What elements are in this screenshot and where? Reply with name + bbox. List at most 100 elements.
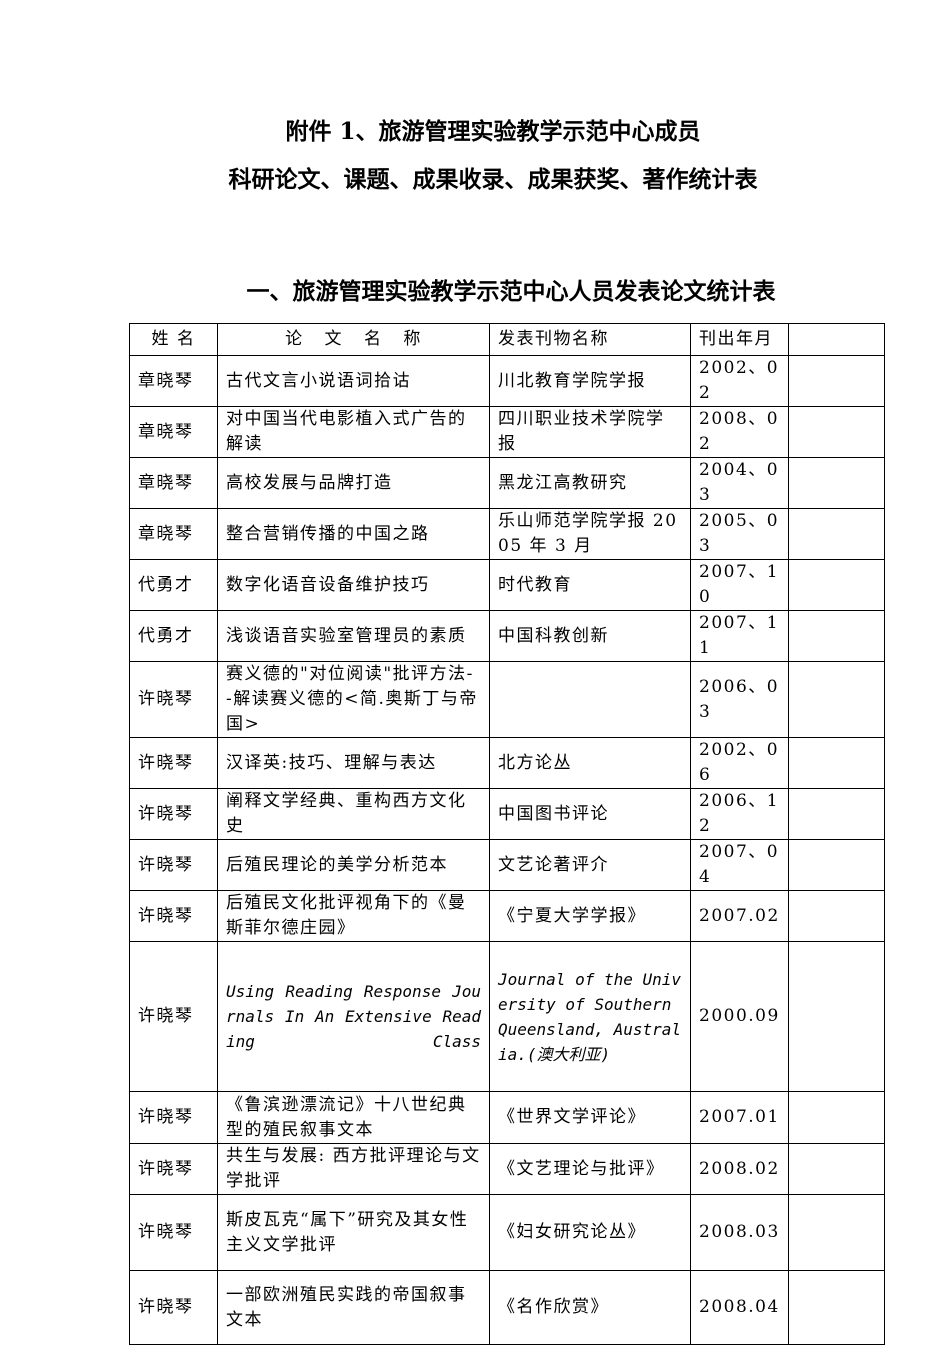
table-row: 许晓琴 后殖民理论的美学分析范本 文艺论著评介 2007、04 [129,839,885,891]
cell-date: 2004、03 [690,457,789,509]
cell-paper: 汉译英:技巧、理解与表达 [217,737,490,789]
doc-title-line2: 科研论文、课题、成果收录、成果获奖、著作统计表 [228,166,758,193]
table-row: 代勇才 数字化语音设备维护技巧 时代教育 2007、10 [129,559,885,611]
header-name: 姓 名 [129,323,218,356]
doc-title-line1: 附件 1、旅游管理实验教学示范中心成员 [285,118,701,145]
cell-journal: 文艺论著评介 [489,839,691,891]
cell-name: 许晓琴 [129,1143,218,1195]
cell-paper: 共生与发展: 西方批评理论与文学批评 [217,1143,490,1195]
cell-name: 许晓琴 [129,1091,218,1144]
cell-date: 2006、03 [690,661,789,738]
cell-paper: 斯皮瓦克“属下”研究及其女性主义文学批评 [217,1194,490,1271]
cell-paper: 《鲁滨逊漂流记》十八世纪典型的殖民叙事文本 [217,1091,490,1144]
cell-extra [788,355,885,407]
cell-date: 2007、04 [690,839,789,891]
cell-journal: 川北教育学院学报 [489,355,691,407]
cell-extra [788,457,885,509]
cell-date: 2008.02 [690,1143,789,1195]
table-row: 章晓琴 对中国当代电影植入式广告的解读 四川职业技术学院学报 2008、02 [129,406,885,458]
cell-journal: Journal of the University of Southern Qu… [489,941,691,1092]
table-row: 许晓琴 共生与发展: 西方批评理论与文学批评 《文艺理论与批评》 2008.02 [129,1143,885,1195]
cell-extra [788,1194,885,1271]
cell-name: 许晓琴 [129,661,218,738]
cell-extra [788,839,885,891]
cell-date: 2008、02 [690,406,789,458]
cell-extra [788,788,885,840]
cell-date: 2007、10 [690,559,789,611]
table-row: 许晓琴 斯皮瓦克“属下”研究及其女性主义文学批评 《妇女研究论丛》 2008.03 [129,1194,885,1271]
cell-journal: 黑龙江高教研究 [489,457,691,509]
cell-paper: 阐释文学经典、重构西方文化史 [217,788,490,840]
cell-date: 2008.03 [690,1194,789,1271]
cell-name: 代勇才 [129,610,218,662]
cell-journal: 中国图书评论 [489,788,691,840]
table-row: 许晓琴 汉译英:技巧、理解与表达 北方论丛 2002、06 [129,737,885,789]
cell-name: 代勇才 [129,559,218,611]
table-row: 许晓琴 Using Reading Response Journals In An… [129,941,885,1092]
cell-name: 许晓琴 [129,1270,218,1345]
table-row: 代勇才 浅谈语音实验室管理员的素质 中国科教创新 2007、11 [129,610,885,662]
table-row: 许晓琴 后殖民文化批评视角下的《曼斯菲尔德庄园》 《宁夏大学学报》 2007.02 [129,890,885,942]
cell-journal: 《名作欣赏》 [489,1270,691,1345]
cell-extra [788,1270,885,1345]
cell-paper: 浅谈语音实验室管理员的素质 [217,610,490,662]
cell-journal: 《世界文学评论》 [489,1091,691,1144]
table-row: 章晓琴 整合营销传播的中国之路 乐山师范学院学报 2005 年 3 月 2005、03 [129,508,885,560]
cell-paper: 高校发展与品牌打造 [217,457,490,509]
table-row: 许晓琴 阐释文学经典、重构西方文化史 中国图书评论 2006、12 [129,788,885,840]
table-row: 许晓琴 赛义德的"对位阅读"批评方法--解读赛义德的<简.奥斯丁与帝国> 2006、… [129,661,885,738]
cell-journal: 时代教育 [489,559,691,611]
header-paper: 论 文 名 称 [217,323,490,356]
cell-extra [788,1091,885,1144]
cell-date: 2008.04 [690,1270,789,1345]
cell-name: 许晓琴 [129,1194,218,1271]
cell-extra [788,941,885,1092]
cell-paper: 古代文言小说语词拾诂 [217,355,490,407]
cell-name: 许晓琴 [129,737,218,789]
cell-paper: 赛义德的"对位阅读"批评方法--解读赛义德的<简.奥斯丁与帝国> [217,661,490,738]
cell-extra [788,559,885,611]
cell-paper: 数字化语音设备维护技巧 [217,559,490,611]
cell-paper: 对中国当代电影植入式广告的解读 [217,406,490,458]
cell-date: 2006、12 [690,788,789,840]
cell-extra [788,661,885,738]
table-row: 许晓琴 《鲁滨逊漂流记》十八世纪典型的殖民叙事文本 《世界文学评论》 2007.01 [129,1091,885,1144]
cell-journal [489,661,691,738]
cell-name: 章晓琴 [129,457,218,509]
cell-date: 2007.01 [690,1091,789,1144]
cell-name: 许晓琴 [129,941,218,1092]
cell-extra [788,406,885,458]
table-row: 章晓琴 古代文言小说语词拾诂 川北教育学院学报 2002、02 [129,355,885,407]
cell-journal: 乐山师范学院学报 2005 年 3 月 [489,508,691,560]
cell-journal: 四川职业技术学院学报 [489,406,691,458]
cell-date: 2002、02 [690,355,789,407]
cell-name: 许晓琴 [129,890,218,942]
cell-name: 许晓琴 [129,788,218,840]
cell-extra [788,890,885,942]
cell-paper: 后殖民理论的美学分析范本 [217,839,490,891]
cell-date: 2007、11 [690,610,789,662]
papers-table: 姓 名 论 文 名 称 发表刊物名称 刊出年月 章晓琴 古代文言小说语词拾诂 川北教… [129,323,885,1345]
cell-name: 章晓琴 [129,355,218,407]
cell-paper: 一部欧洲殖民实践的帝国叙事文本 [217,1270,490,1345]
cell-date: 2007.02 [690,890,789,942]
table-row: 章晓琴 高校发展与品牌打造 黑龙江高教研究 2004、03 [129,457,885,509]
cell-name: 许晓琴 [129,839,218,891]
header-extra [788,323,885,356]
cell-journal: 中国科教创新 [489,610,691,662]
header-date: 刊出年月 [690,323,789,356]
cell-date: 2005、03 [690,508,789,560]
cell-journal: 北方论丛 [489,737,691,789]
cell-name: 章晓琴 [129,406,218,458]
cell-paper: 整合营销传播的中国之路 [217,508,490,560]
cell-journal: 《宁夏大学学报》 [489,890,691,942]
cell-extra [788,508,885,560]
cell-date: 2002、06 [690,737,789,789]
cell-name: 章晓琴 [129,508,218,560]
cell-date: 2000.09 [690,941,789,1092]
table-row: 许晓琴 一部欧洲殖民实践的帝国叙事文本 《名作欣赏》 2008.04 [129,1270,885,1345]
table-header-row: 姓 名 论 文 名 称 发表刊物名称 刊出年月 [129,323,885,356]
cell-extra [788,1143,885,1195]
cell-paper: Using Reading Response Journals In An Ex… [217,941,490,1092]
